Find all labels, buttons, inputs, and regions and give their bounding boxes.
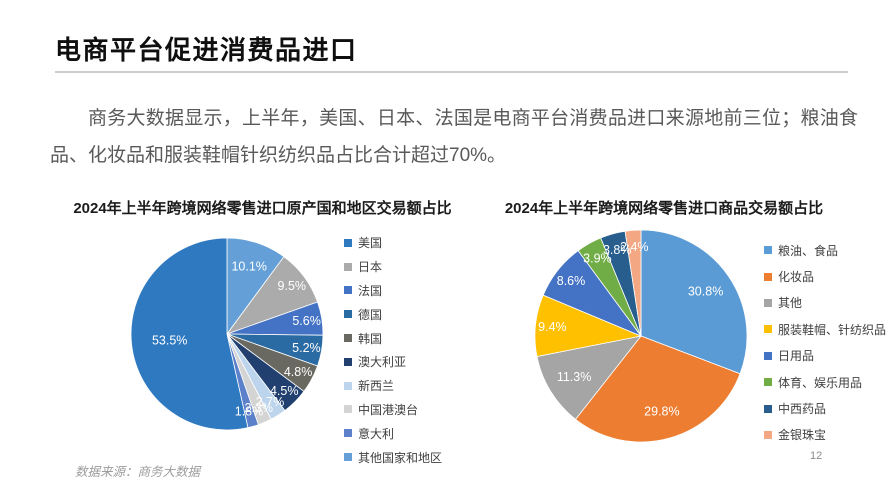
legend-swatch [764, 378, 772, 387]
legend-label: 日本 [358, 260, 383, 275]
legend-label: 中国港澳台 [358, 402, 419, 417]
legend-item: 金银珠宝 [764, 422, 886, 448]
legend-label: 金银珠宝 [778, 428, 827, 443]
pie-slice [640, 229, 748, 375]
pie-slice [130, 237, 249, 431]
slice-label: 3.8% [603, 243, 632, 257]
legend-item: 体育、娱乐用品 [764, 369, 886, 395]
legend-label: 体育、娱乐用品 [778, 375, 863, 390]
slice-label: 53.5% [152, 333, 187, 347]
legend-item: 其他 [764, 290, 886, 316]
legend-label: 中西药品 [778, 402, 827, 417]
slice-label: 10.1% [231, 260, 266, 274]
legend-swatch [764, 351, 772, 360]
legend-label: 化妆品 [778, 270, 815, 285]
slice-label: 9.4% [538, 320, 567, 334]
legend-item: 日本 [344, 255, 442, 279]
legend-label: 意大利 [358, 426, 395, 441]
legend-label: 法国 [358, 283, 383, 298]
legend-item: 新西兰 [344, 374, 442, 398]
legend-swatch [764, 430, 772, 439]
origin-chart-legend: 美国日本法国德国韩国澳大利亚新西兰中国港澳台意大利其他国家和地区 [344, 231, 442, 469]
legend-swatch [344, 405, 352, 414]
legend-item: 德国 [344, 302, 442, 326]
legend-swatch [764, 298, 772, 307]
slice-label: 9.5% [278, 279, 307, 293]
legend-label: 德国 [358, 307, 383, 322]
slice-label: 3.9% [583, 251, 612, 265]
title-divider [55, 71, 848, 73]
slice-label: 11.3% [557, 370, 592, 384]
legend-swatch [344, 310, 352, 319]
chart-title-commodity: 2024年上半年跨境网络零售进口商品交易额占比 [504, 200, 824, 217]
legend-item: 意大利 [344, 421, 442, 445]
legend-swatch [764, 404, 772, 413]
slice-label: 5.6% [292, 314, 321, 328]
legend-item: 日用品 [764, 343, 886, 369]
slice-label: 8.6% [557, 274, 586, 288]
chart-title-origin: 2024年上半年跨境网络零售进口原产国和地区交易额占比 [73, 200, 452, 217]
commodity-pie-canvas: 30.8% 29.8% 11.3% 9.4% 8.6% 3.9%3.8%2.4% [534, 229, 748, 443]
legend-item: 法国 [344, 279, 442, 303]
pie-slice [536, 335, 642, 420]
slice-label: 1.8% [235, 405, 264, 419]
legend-swatch [764, 246, 772, 255]
slice-label: 30.8% [688, 285, 723, 299]
slice-label: 29.8% [644, 405, 679, 419]
slice-label: 2.7% [256, 395, 285, 409]
legend-label: 美国 [358, 236, 383, 251]
legend-swatch [764, 272, 772, 281]
legend-item: 澳大利亚 [344, 350, 442, 374]
legend-item: 化妆品 [764, 263, 886, 289]
legend-item: 美国 [344, 231, 442, 255]
legend-label: 新西兰 [358, 379, 395, 394]
legend-label: 韩国 [358, 331, 383, 346]
legend-swatch [344, 238, 352, 247]
slice-label: 4.8% [284, 365, 313, 379]
legend-item: 韩国 [344, 326, 442, 350]
legend-item: 其他国家和地区 [344, 445, 442, 469]
page-number: 12 [810, 450, 823, 462]
slice-label: 4.5% [270, 384, 299, 398]
pie-slice [624, 229, 642, 337]
legend-item: 粮油、食品 [764, 237, 886, 263]
legend-label: 日用品 [778, 349, 815, 364]
legend-label: 澳大利亚 [358, 355, 407, 370]
legend-swatch [344, 357, 352, 366]
legend-swatch [344, 262, 352, 271]
commodity-chart-legend: 粮油、食品化妆品其他服装鞋帽、针纺织品 日用品体育、娱乐用品 中西药品金银珠宝 [764, 237, 886, 448]
legend-label: 服装鞋帽、针纺织品 [778, 322, 887, 337]
legend-item: 中西药品 [764, 395, 886, 421]
legend-item: 服装鞋帽、针纺织品 [764, 316, 886, 342]
legend-swatch [344, 334, 352, 343]
legend-swatch [344, 453, 352, 462]
legend-label: 其他国家和地区 [358, 450, 443, 465]
legend-swatch [344, 381, 352, 390]
data-source-note: 数据来源：商务大数据 [75, 465, 201, 479]
legend-label: 粮油、食品 [778, 243, 839, 258]
legend-swatch [764, 325, 772, 334]
legend-swatch [344, 286, 352, 295]
slice-label: 5.2% [292, 341, 321, 355]
pie-slice [574, 335, 741, 443]
summary-paragraph: 商务大数据显示，上半年，美国、日本、法国是电商平台消费品进口来源地前三位；粮油食… [50, 108, 858, 166]
slice-label: 2.3% [245, 401, 273, 415]
page-title: 电商平台促进消费品进口 [55, 35, 358, 65]
legend-item: 中国港澳台 [344, 398, 442, 422]
legend-swatch [344, 429, 352, 438]
origin-pie-canvas: 10.1% 9.5% 5.6% 5.2% 4.8% 4.5%2.7%2.3%1.8% 53.… [130, 237, 324, 431]
legend-label: 其他 [778, 296, 803, 311]
slice-label: 2.4% [620, 240, 649, 254]
